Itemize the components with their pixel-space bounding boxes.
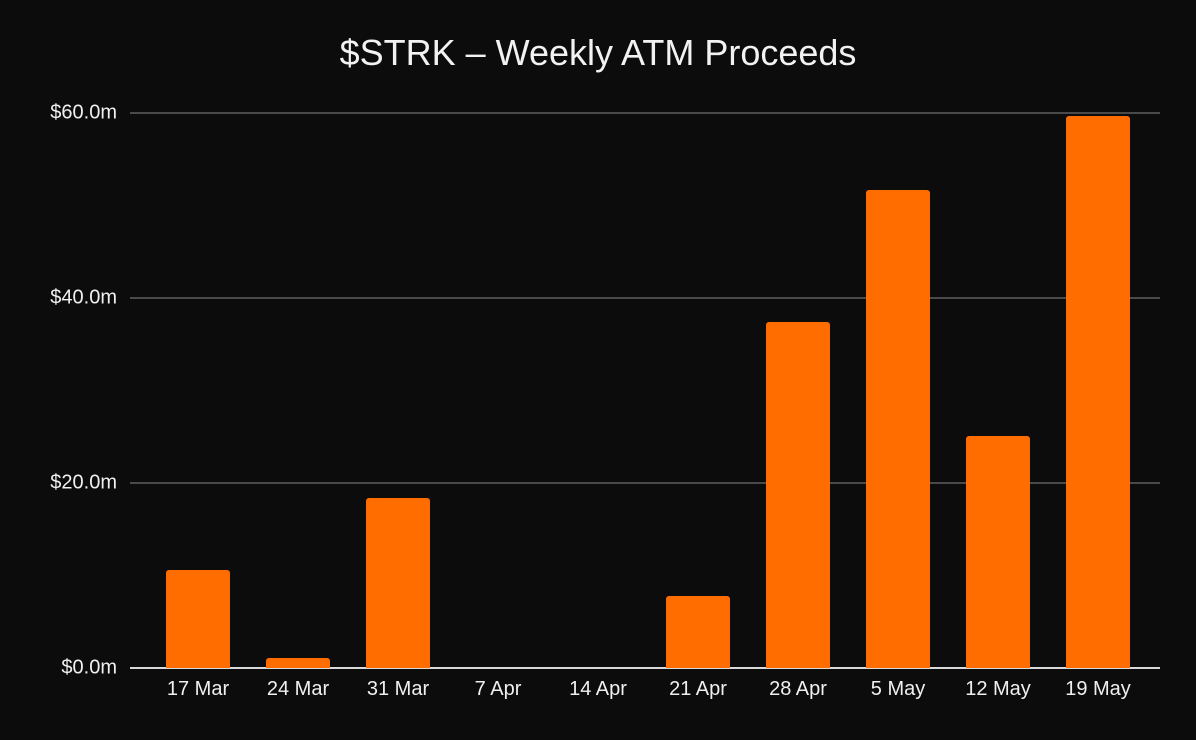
x-tick-label: 19 May xyxy=(1065,678,1131,700)
bar xyxy=(166,569,230,668)
x-tick-label: 21 Apr xyxy=(669,678,727,700)
gridline xyxy=(130,297,1160,299)
x-axis-line xyxy=(130,667,1160,669)
x-tick-label: 24 Mar xyxy=(266,678,330,700)
gridline xyxy=(130,482,1160,484)
gridline xyxy=(130,112,1160,114)
bar xyxy=(266,657,330,668)
x-tick-label: 5 May xyxy=(870,678,926,700)
x-tick-label: 14 Apr xyxy=(569,678,627,700)
plot-area xyxy=(130,112,1160,669)
bar xyxy=(766,322,830,668)
x-tick-label: 28 Apr xyxy=(769,678,827,700)
y-tick-label: $60.0m xyxy=(50,101,117,124)
x-tick-label: 12 May xyxy=(965,678,1031,700)
x-tick-label: 17 Mar xyxy=(166,678,230,700)
y-tick-label: $40.0m xyxy=(50,286,117,309)
bar xyxy=(966,435,1030,668)
bar xyxy=(1066,115,1130,668)
bar xyxy=(866,189,930,668)
x-tick-label: 7 Apr xyxy=(474,678,522,700)
chart-title: $STRK – Weekly ATM Proceeds xyxy=(339,32,857,73)
x-tick-label: 31 Mar xyxy=(366,678,430,700)
y-tick-label: $20.0m xyxy=(50,471,117,494)
bar xyxy=(666,595,730,668)
y-tick-label: $0.0m xyxy=(61,656,117,679)
bar xyxy=(366,497,430,668)
